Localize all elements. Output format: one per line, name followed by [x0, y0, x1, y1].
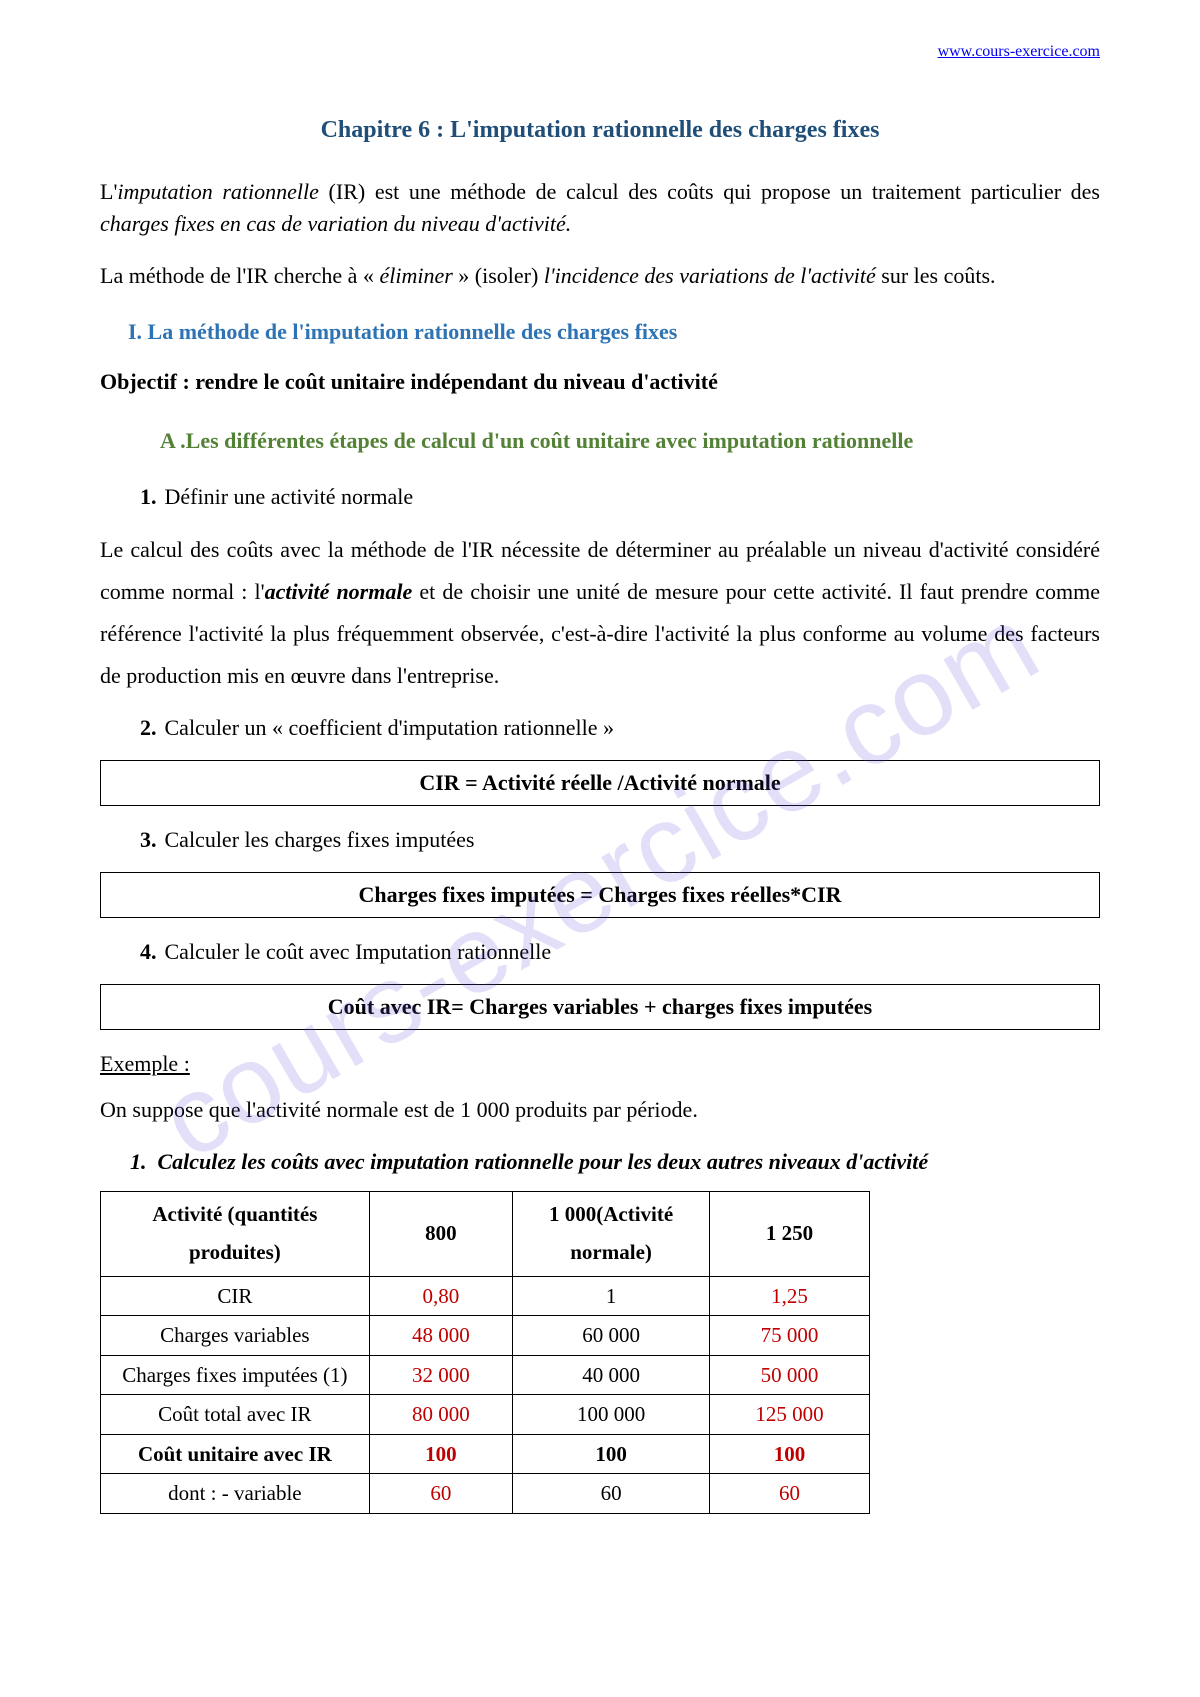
- step-text: Calculer les charges fixes imputées: [165, 827, 475, 852]
- table-header-row: Activité (quantités produites) 800 1 000…: [101, 1192, 870, 1277]
- step-text: Calculer un « coefficient d'imputation r…: [165, 715, 615, 740]
- cell-value: 100: [369, 1434, 512, 1473]
- intro-paragraph-2: La méthode de l'IR cherche à « éliminer …: [100, 260, 1100, 292]
- text-frag: L': [100, 179, 117, 204]
- header-link-container: www.cours-exercice.com: [100, 40, 1100, 63]
- cell-value: 1,25: [710, 1277, 870, 1316]
- text-frag-italic: l'incidence des variations de l'activité: [544, 263, 876, 288]
- subsection-a-heading: A .Les différentes étapes de calcul d'un…: [160, 425, 1100, 457]
- cell-value: 125 000: [710, 1395, 870, 1434]
- row-label: CIR: [101, 1277, 370, 1316]
- cell-value: 60: [710, 1474, 870, 1513]
- cell-value: 60 000: [513, 1316, 710, 1355]
- row-label: Charges variables: [101, 1316, 370, 1355]
- step-3: 3. Calculer les charges fixes imputées: [140, 824, 1100, 856]
- col-header-1250: 1 250: [710, 1192, 870, 1277]
- step-2: 2. Calculer un « coefficient d'imputation…: [140, 712, 1100, 744]
- cell-value: 32 000: [369, 1355, 512, 1394]
- step-text: Définir une activité normale: [165, 484, 414, 509]
- exemple-label: Exemple :: [100, 1048, 1100, 1080]
- formula-charges-fixes: Charges fixes imputées = Charges fixes r…: [100, 872, 1100, 918]
- step-1-paragraph: Le calcul des coûts avec la méthode de l…: [100, 529, 1100, 696]
- cell-value: 60: [513, 1474, 710, 1513]
- table-row: Coût unitaire avec IR100100100: [101, 1434, 870, 1473]
- cell-value: 100: [710, 1434, 870, 1473]
- instruction-text: Calculez les coûts avec imputation ratio…: [158, 1149, 929, 1174]
- table-body: CIR0,8011,25Charges variables48 00060 00…: [101, 1277, 870, 1514]
- table-row: Charges variables48 00060 00075 000: [101, 1316, 870, 1355]
- text-frag-italic: charges fixes en cas de variation du niv…: [100, 211, 571, 236]
- cell-value: 40 000: [513, 1355, 710, 1394]
- step-number: 2.: [140, 715, 157, 740]
- formula-cir: CIR = Activité réelle /Activité normale: [100, 760, 1100, 806]
- step-4: 4. Calculer le coût avec Imputation ratio…: [140, 936, 1100, 968]
- objectif-line: Objectif : rendre le coût unitaire indép…: [100, 366, 1100, 398]
- text-frag: sur les coûts.: [876, 263, 996, 288]
- text-frag-bolditalic: activité normale: [265, 579, 413, 604]
- table-row: Charges fixes imputées (1)32 00040 00050…: [101, 1355, 870, 1394]
- table-row: dont : - variable606060: [101, 1474, 870, 1513]
- formula-cout-ir: Coût avec IR= Charges variables + charge…: [100, 984, 1100, 1030]
- website-link[interactable]: www.cours-exercice.com: [938, 43, 1100, 60]
- exercise-instruction: 1. Calculez les coûts avec imputation ra…: [130, 1146, 1100, 1178]
- col-header-1000: 1 000(Activité normale): [513, 1192, 710, 1277]
- row-label: Coût total avec IR: [101, 1395, 370, 1434]
- table-row: CIR0,8011,25: [101, 1277, 870, 1316]
- row-label: dont : - variable: [101, 1474, 370, 1513]
- col-header-800: 800: [369, 1192, 512, 1277]
- cell-value: 100: [513, 1434, 710, 1473]
- step-1: 1. Définir une activité normale: [140, 481, 1100, 513]
- table-row: Coût total avec IR80 000100 000125 000: [101, 1395, 870, 1434]
- cell-value: 1: [513, 1277, 710, 1316]
- cell-value: 0,80: [369, 1277, 512, 1316]
- text-frag: » (isoler): [453, 263, 544, 288]
- step-number: 3.: [140, 827, 157, 852]
- cell-value: 60: [369, 1474, 512, 1513]
- document-page: cours-exercice.com www.cours-exercice.co…: [0, 0, 1200, 1697]
- text-frag-italic: imputation rationnelle: [117, 179, 319, 204]
- cell-value: 80 000: [369, 1395, 512, 1434]
- step-text: Calculer le coût avec Imputation rationn…: [165, 939, 552, 964]
- cell-value: 48 000: [369, 1316, 512, 1355]
- step-number: 1.: [140, 484, 157, 509]
- col-header-activite: Activité (quantités produites): [101, 1192, 370, 1277]
- cell-value: 50 000: [710, 1355, 870, 1394]
- instruction-number: 1.: [130, 1149, 147, 1174]
- text-frag: (IR) est une méthode de calcul des coûts…: [319, 179, 1100, 204]
- chapter-title: Chapitre 6 : L'imputation rationnelle de…: [100, 113, 1100, 148]
- data-table: Activité (quantités produites) 800 1 000…: [100, 1191, 870, 1513]
- text-frag: La méthode de l'IR cherche à «: [100, 263, 379, 288]
- step-number: 4.: [140, 939, 157, 964]
- exemple-intro: On suppose que l'activité normale est de…: [100, 1094, 1100, 1126]
- text-frag-italic: éliminer: [379, 263, 452, 288]
- row-label: Charges fixes imputées (1): [101, 1355, 370, 1394]
- section-heading-i: I. La méthode de l'imputation rationnell…: [128, 316, 1100, 348]
- intro-paragraph-1: L'imputation rationnelle (IR) est une mé…: [100, 176, 1100, 240]
- cell-value: 100 000: [513, 1395, 710, 1434]
- row-label: Coût unitaire avec IR: [101, 1434, 370, 1473]
- cell-value: 75 000: [710, 1316, 870, 1355]
